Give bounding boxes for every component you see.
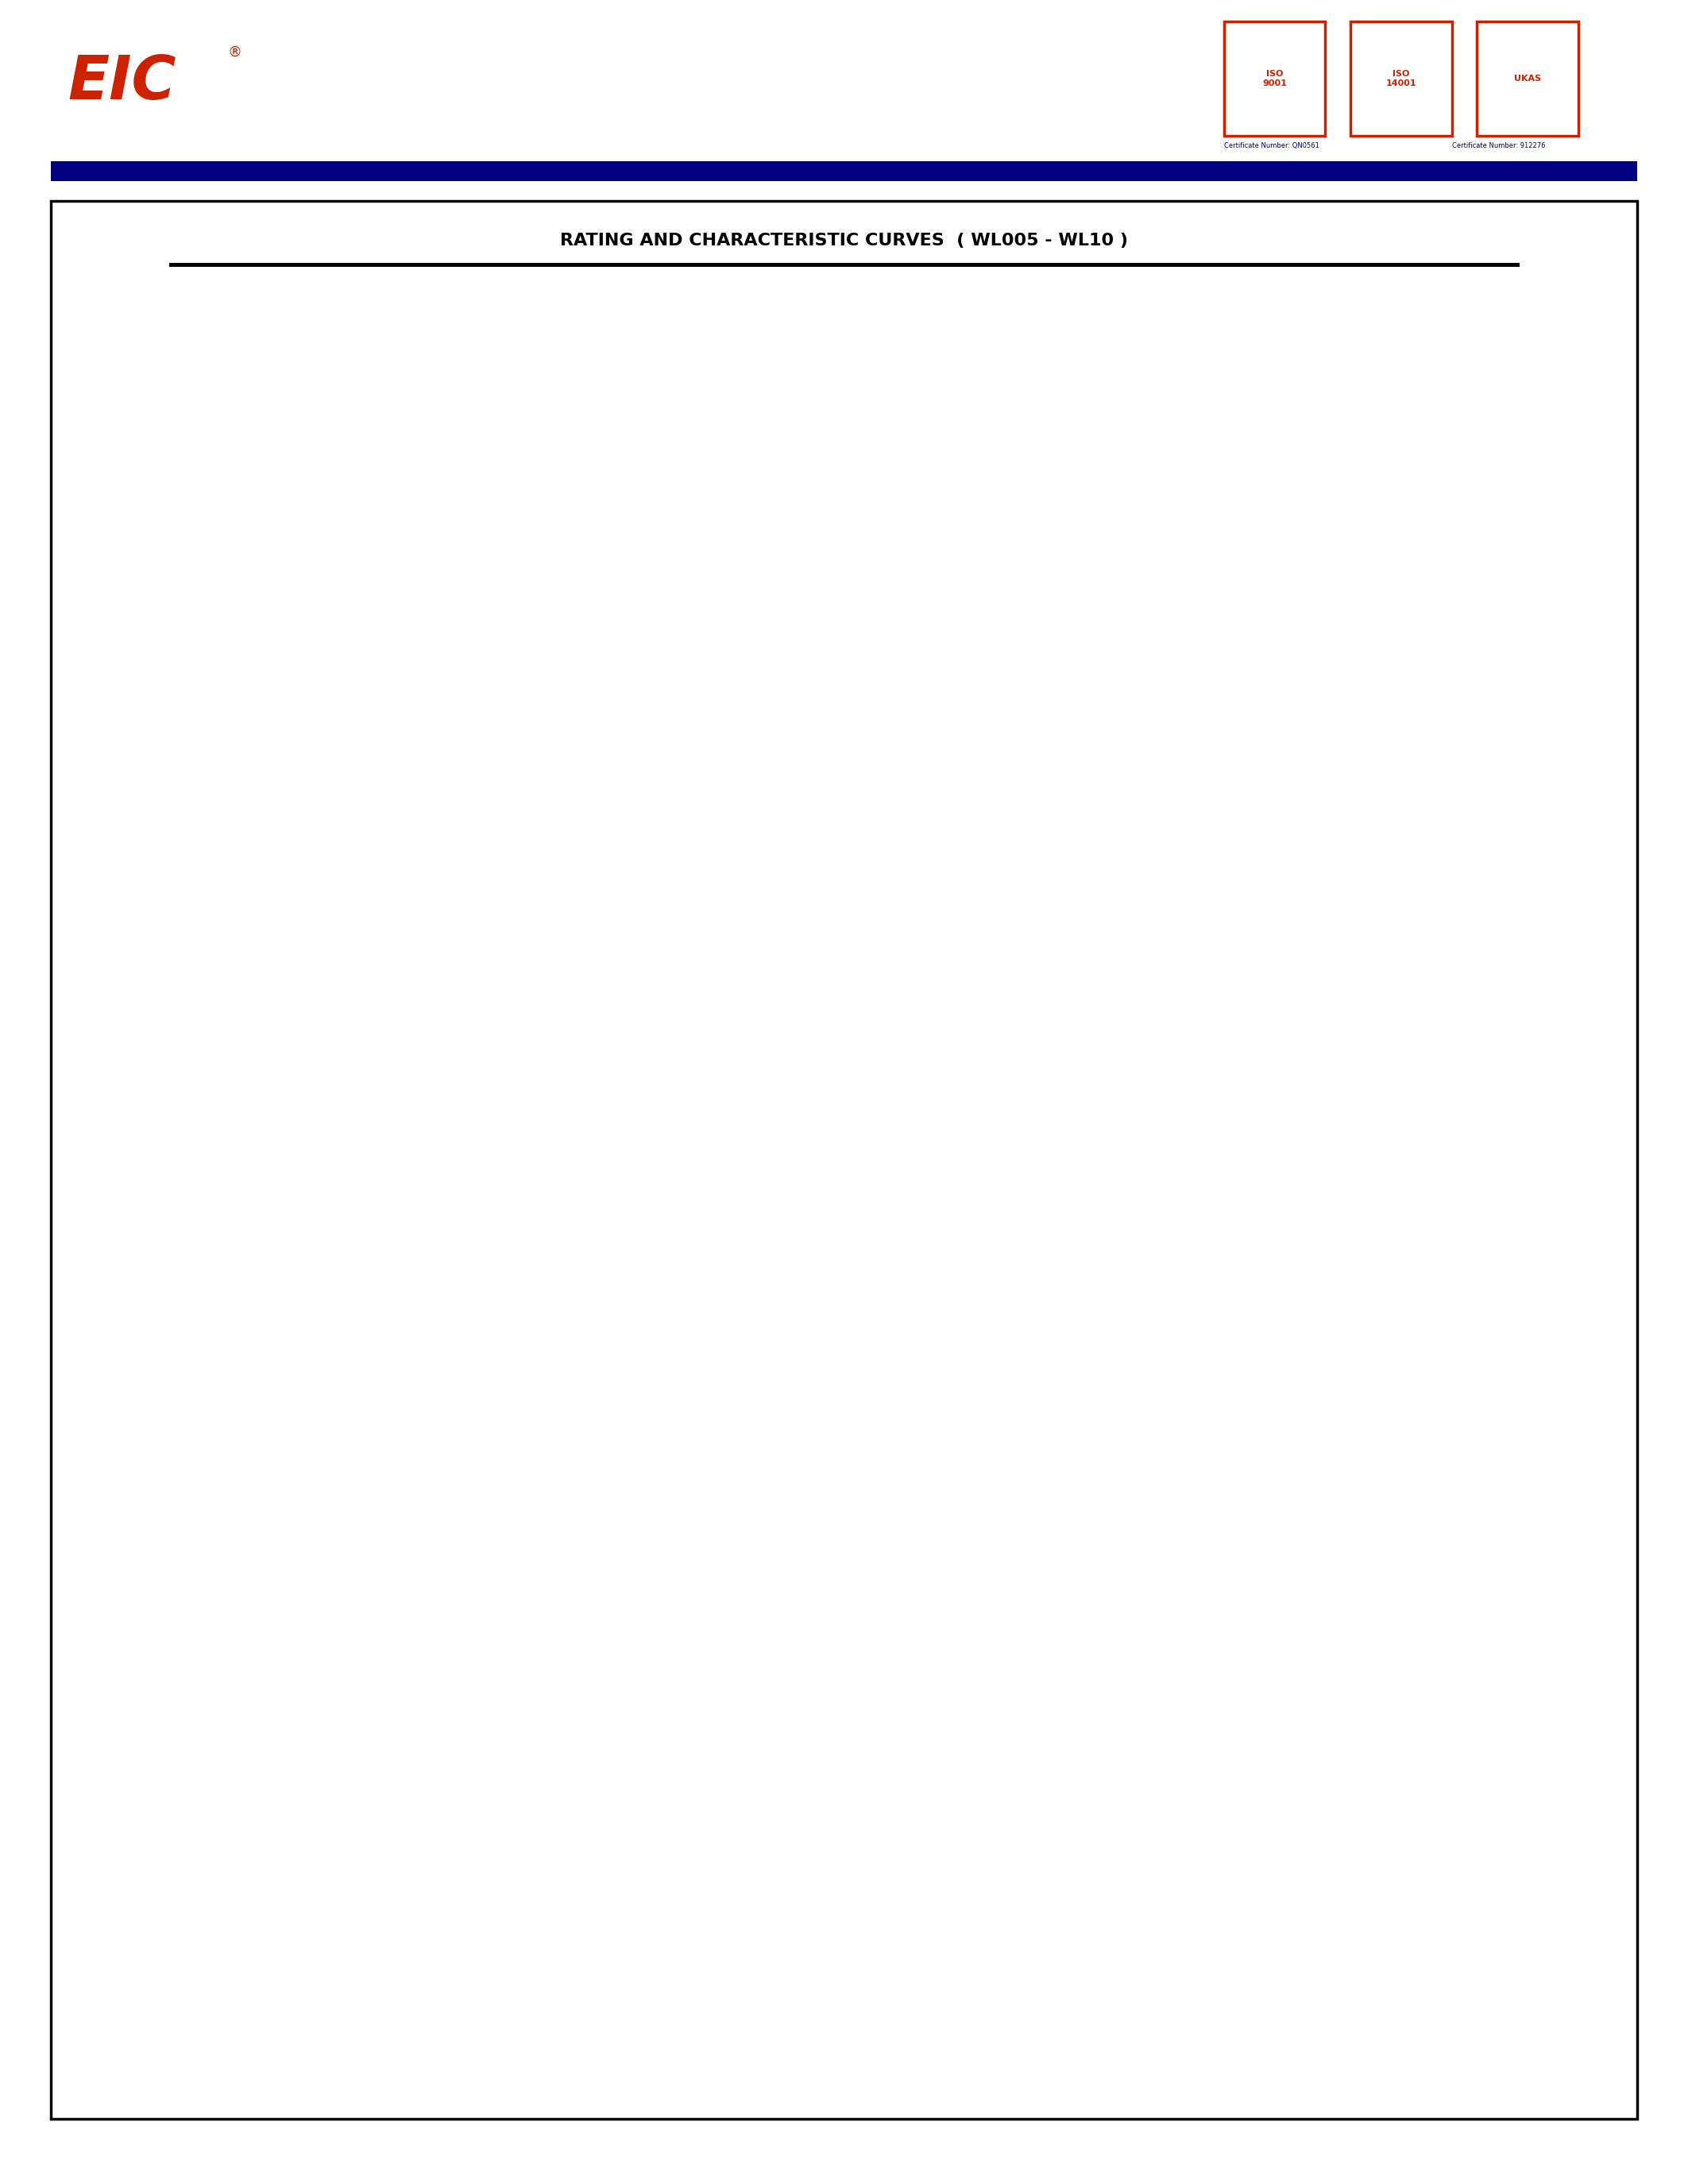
Bar	[51, 162, 1637, 181]
Text: ISO
14001: ISO 14001	[1386, 70, 1416, 87]
Text: Pulse Width = 300 μs
1 % Duty Cycle: Pulse Width = 300 μs 1 % Duty Cycle	[263, 1638, 358, 1655]
X-axis label: FORWARD VOLTAGE, VOLTS: FORWARD VOLTAGE, VOLTS	[388, 1693, 549, 1704]
Y-axis label: FORWARD CURRENT, AMPERES: FORWARD CURRENT, AMPERES	[127, 1295, 137, 1457]
X-axis label: PERCENT OF RATED REVERSE
VOLTAGE, (%): PERCENT OF RATED REVERSE VOLTAGE, (%)	[1192, 1693, 1366, 1714]
Text: 20: 20	[106, 1068, 118, 1077]
Text: TJ = 55 °C: TJ = 55 °C	[1212, 529, 1261, 539]
Text: ®: ®	[228, 46, 241, 59]
Title: FIG.2 - MAXIMUM NON-REPETITIVE PEAK
FORWARD SURGE CURRENT: FIG.2 - MAXIMUM NON-REPETITIVE PEAK FORW…	[1158, 301, 1399, 325]
Text: EIC: EIC	[68, 55, 176, 111]
Text: TJ = 25 °C: TJ = 25 °C	[1288, 1518, 1335, 1527]
Text: 60 Hz, Resistive or Inductive load.: 60 Hz, Resistive or Inductive load.	[186, 832, 327, 841]
Bar	[1477, 22, 1578, 135]
Text: 10: 10	[106, 1149, 118, 1155]
Text: 0.375: 0.375	[501, 640, 527, 649]
Text: Certificate Number: 912276: Certificate Number: 912276	[1452, 142, 1545, 149]
Text: TJ = 100 °C: TJ = 100 °C	[1288, 1241, 1342, 1251]
Bar	[51, 201, 1637, 2118]
Text: SINGLE HALF SINE WAVE
(JEDEC METHOD): SINGLE HALF SINE WAVE (JEDEC METHOD)	[1031, 758, 1141, 775]
X-axis label: NUMBER OF CYCLES AT 60Hz: NUMBER OF CYCLES AT 60Hz	[1193, 874, 1364, 885]
Text: Copper Pads
0.22" x 0.22"
(5.5 x5.5mm): Copper Pads 0.22" x 0.22" (5.5 x5.5mm)	[538, 450, 594, 476]
Bar	[1224, 22, 1325, 135]
Title: FIG.4 - TYPICAL REVERSE CHARACTERISTICS: FIG.4 - TYPICAL REVERSE CHARACTERISTICS	[1148, 1068, 1409, 1079]
Text: PC Board: PC Board	[312, 369, 353, 376]
Y-axis label: REVERSE CURRENT, MICROAMPERES: REVERSE CURRENT, MICROAMPERES	[937, 1280, 947, 1472]
Text: Certificate Number: QN0561: Certificate Number: QN0561	[1224, 142, 1318, 149]
Bar	[1350, 22, 1452, 135]
Y-axis label: PEAK FORWARD SURGE
CURRENT, AMPERES: PEAK FORWARD SURGE CURRENT, AMPERES	[933, 529, 955, 651]
Text: UKAS: UKAS	[1514, 74, 1541, 83]
Bar	[169, 264, 1519, 266]
X-axis label: CASE TEMPERATURE, ( °C): CASE TEMPERATURE, ( °C)	[392, 874, 545, 885]
Text: RATING AND CHARACTERISTIC CURVES  ( WL005 - WL10 ): RATING AND CHARACTERISTIC CURVES ( WL005…	[560, 232, 1128, 249]
Y-axis label: AVERAGE FORWARD OUTPUT
CURRENT, AMPERES: AVERAGE FORWARD OUTPUT CURRENT, AMPERES	[122, 513, 143, 666]
Text: TJ = 25 °C: TJ = 25 °C	[392, 1546, 439, 1557]
Title: FIG.3 - TYPICAL FORWARD CHARACTERISTICS: FIG.3 - TYPICAL FORWARD CHARACTERISTICS	[334, 1068, 603, 1079]
Title: FIG.1 - DERATING CURVE FOR OUTPUT
RECTIFIED CURRENT: FIG.1 - DERATING CURVE FOR OUTPUT RECTIF…	[354, 301, 582, 325]
Text: ISO
9001: ISO 9001	[1263, 70, 1286, 87]
